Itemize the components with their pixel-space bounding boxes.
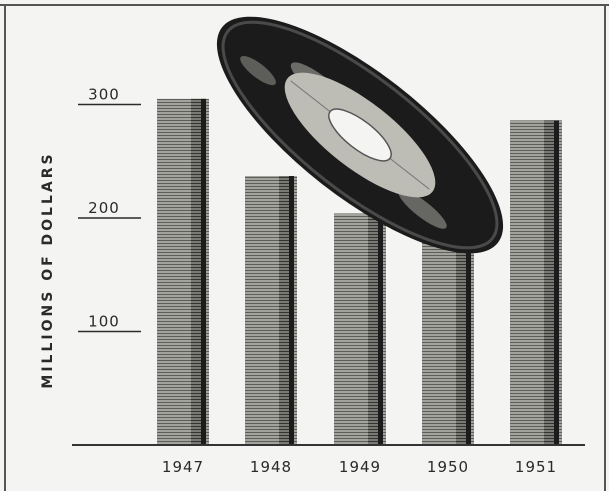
- x-tick-label-1950: 1950: [427, 458, 469, 476]
- frame-right-border: [604, 4, 606, 491]
- bar-1947: [157, 98, 209, 445]
- y-axis-title: MILLIONS OF DOLLARS: [40, 151, 56, 388]
- bar-1948: [245, 176, 297, 445]
- x-tick-label-1949: 1949: [339, 458, 381, 476]
- y-ticks: 100 200 300: [78, 86, 141, 333]
- frame-left-border: [4, 4, 6, 491]
- bar-1949: [334, 213, 386, 445]
- bars: [157, 98, 562, 445]
- bar-1951: [510, 120, 562, 445]
- x-tick-label-1951: 1951: [515, 458, 557, 476]
- y-tick-label-100: 100: [88, 313, 120, 331]
- y-tick-label-300: 300: [88, 86, 120, 104]
- x-tick-labels: 1947 1948 1949 1950 1951: [162, 458, 557, 476]
- x-tick-label-1948: 1948: [250, 458, 292, 476]
- y-tick-label-200: 200: [88, 199, 120, 217]
- y-axis-title-group: MILLIONS OF DOLLARS: [40, 151, 56, 388]
- frame-top-border: [0, 4, 609, 6]
- phonograph-record-icon: [216, 16, 504, 254]
- x-tick-label-1947: 1947: [162, 458, 204, 476]
